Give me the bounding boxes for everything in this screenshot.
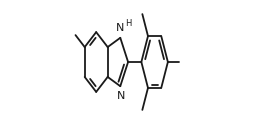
Text: N: N [117,91,126,101]
Text: H: H [125,19,132,28]
Text: N: N [116,23,124,33]
